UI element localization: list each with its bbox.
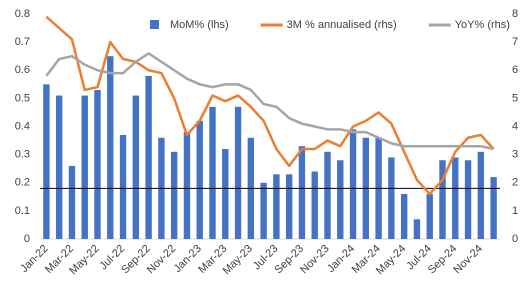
bar [132,95,140,239]
y2-tick-label: 5 [512,92,518,104]
bar [324,151,331,239]
bar [183,132,191,239]
y2-tick-label: 8 [512,8,518,20]
y-tick-label: 0.1 [15,205,30,217]
x-tick-label: Nov-22 [145,243,179,277]
y-tick-label: 0.4 [15,120,30,132]
line [45,15,495,196]
y-tick-label: 0.5 [15,92,30,104]
bar [426,194,433,239]
legend-label: YoY% (rhs) [455,19,510,31]
bar [349,129,357,239]
bar [400,194,408,239]
y-tick-label: 0.8 [15,8,30,20]
bar [55,95,63,239]
bar [477,151,485,239]
y2-tick-label: 6 [512,64,518,76]
y2-tick-label: 7 [512,36,518,48]
y-tick-label: 0.2 [15,177,30,189]
bar [413,219,421,239]
y2-tick-label: 3 [512,149,518,161]
bar [119,134,127,239]
bar [388,157,395,239]
bar [43,84,50,239]
bar [490,177,497,239]
bar [196,120,203,239]
bar [68,165,76,239]
y-tick-label: 0.6 [15,64,30,76]
bar [285,174,293,239]
y2-tick-label: 1 [512,205,518,217]
bar [170,151,178,239]
legend-label: MoM% (lhs) [170,19,229,31]
bar [107,56,114,239]
bar [452,157,459,239]
bar [81,95,88,239]
bar [222,149,229,239]
bar [94,89,101,239]
bar [464,160,472,239]
legend-swatch [150,20,159,29]
x-tick-label: Nov-24 [451,243,485,277]
bar [439,160,446,239]
y-tick-label: 0 [24,233,30,245]
bar [298,146,306,239]
x-tick-label: Nov-23 [298,243,332,277]
y-tick-label: 0.7 [15,36,30,48]
bar [145,75,152,239]
legend-label: 3M % annualised (rhs) [287,19,397,31]
bar [311,171,318,239]
bar [260,182,267,239]
bar [209,106,216,239]
y-tick-label: 0.3 [15,149,30,161]
y2-tick-label: 4 [512,120,518,132]
line [45,52,494,151]
bar [273,174,280,239]
y2-tick-label: 0 [512,233,518,245]
y2-tick-label: 2 [512,177,518,189]
bar [234,106,242,239]
bar [337,160,344,239]
